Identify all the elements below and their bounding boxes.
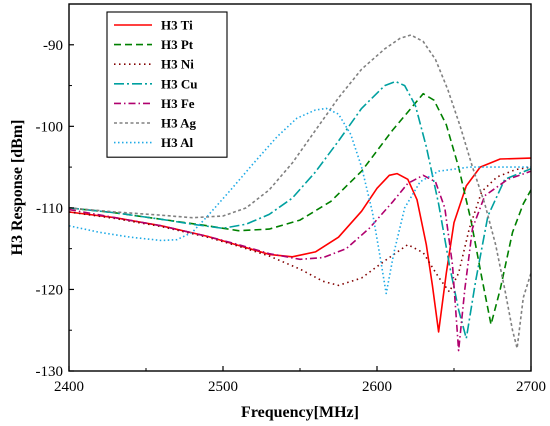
legend: H3 Ti H3 Pt H3 Ni H3 Cu H3 Fe H3 Ag H3 Al xyxy=(106,11,228,158)
legend-label-h3-ag: H3 Ag xyxy=(161,116,197,131)
y-tick-label: -90 xyxy=(43,38,63,54)
series-line-h3-pt xyxy=(69,92,531,326)
legend-label-h3-ti: H3 Ti xyxy=(161,18,193,33)
legend-label-h3-ni: H3 Ni xyxy=(161,57,194,72)
x-axis-title: Frequency[MHz] xyxy=(241,404,359,421)
y-tick-label: -130 xyxy=(36,364,64,380)
x-tick-label: 2500 xyxy=(208,379,238,395)
y-tick-label: -110 xyxy=(36,201,63,217)
x-tick-label: 2600 xyxy=(362,379,392,395)
legend-label-h3-al: H3 Al xyxy=(161,135,194,150)
series-line-h3-cu xyxy=(69,80,531,340)
legend-label-h3-fe: H3 Fe xyxy=(161,96,195,111)
legend-label-h3-pt: H3 Pt xyxy=(161,37,194,52)
series-line-h3-ni xyxy=(69,166,531,293)
x-tick-label: 2400 xyxy=(54,379,84,395)
x-tick-label: 2700 xyxy=(516,379,546,395)
y-axis-title: H3 Response [dBm] xyxy=(9,119,26,255)
ticks-layer: 2400 2500 2600 2700 -90 -100 -110 -120 -130 xyxy=(36,3,546,395)
series-line-h3-fe xyxy=(69,170,531,352)
series-line-h3-ti xyxy=(69,157,531,333)
plot-layer xyxy=(69,34,531,352)
legend-label-h3-cu: H3 Cu xyxy=(161,76,197,91)
y-tick-label: -100 xyxy=(36,119,64,135)
y-tick-label: -120 xyxy=(36,282,64,298)
series-line-h3-ag xyxy=(69,34,531,349)
